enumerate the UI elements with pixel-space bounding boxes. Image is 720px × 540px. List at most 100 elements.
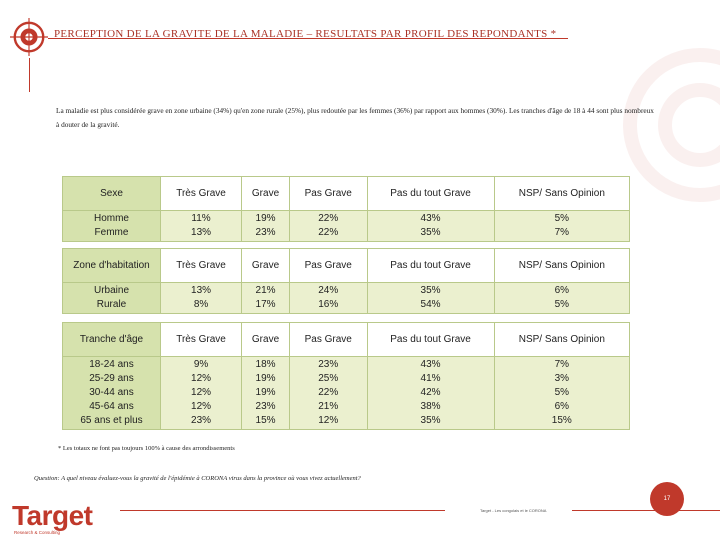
table-row: Homme Femme 11% 13% 19% 23% 22% 22% 43% 35% … [62,210,631,242]
row-labels: Homme Femme [62,210,161,242]
value: 15% [255,415,276,426]
value: 41% [420,373,441,384]
value: 38% [420,401,441,412]
value: 23% [255,401,276,412]
column-header: Pas Grave [288,322,368,357]
value: 24% [318,285,339,296]
value: 42% [420,387,441,398]
value: 23% [191,415,212,426]
column-header: Pas du tout Grave [366,322,495,357]
column-header: Pas du tout Grave [366,248,495,283]
header-accent-line [29,58,30,92]
value: 22% [318,213,339,224]
column-header: Grave [241,248,290,283]
value: 54% [420,299,441,310]
value-cell: 5% 7% [493,210,631,242]
page-number: 17 [650,482,684,516]
value-cell: 35% 54% [366,282,495,314]
table-age: Tranche d'âge Très Grave Grave Pas Grave… [62,322,631,430]
table-sexe: Sexe Très Grave Grave Pas Grave Pas du t… [62,176,631,242]
value-cell: 23% 25% 22% 21% 12% [288,356,368,430]
column-header: Pas du tout Grave [366,176,495,211]
row-label: Rurale [96,299,127,310]
value: 11% [191,213,211,224]
value: 12% [191,373,212,384]
row-labels: Urbaine Rurale [62,282,161,314]
table-label: Sexe [62,176,161,211]
brand-logo: Target [12,500,93,531]
value: 22% [318,227,339,238]
footer-divider [120,510,445,511]
row-label: 45-64 ans [89,401,134,412]
column-header: Très Grave [159,322,243,357]
column-header: Pas Grave [288,248,368,283]
column-header: NSP/ Sans Opinion [493,176,631,211]
value: 8% [193,299,209,310]
value: 23% [255,227,276,238]
row-labels: 18-24 ans 25-29 ans 30-44 ans 45-64 ans … [62,356,161,430]
value: 6% [554,285,570,296]
intro-paragraph: La maladie est plus considérée grave en … [56,106,654,129]
column-header: Grave [241,176,290,211]
footnote: * Les totaux ne font pas toujours 100% à… [58,445,235,452]
table-row: 18-24 ans 25-29 ans 30-44 ans 45-64 ans … [62,356,631,430]
table-zone: Zone d'habitation Très Grave Grave Pas G… [62,248,631,314]
column-header: NSP/ Sans Opinion [493,248,631,283]
column-header: NSP/ Sans Opinion [493,322,631,357]
value: 13% [191,285,212,296]
value: 19% [255,387,276,398]
column-header: Pas Grave [288,176,368,211]
value: 19% [255,213,276,224]
row-label: 25-29 ans [89,373,134,384]
value-cell: 13% 8% [159,282,243,314]
value: 43% [420,213,441,224]
value: 5% [554,213,570,224]
table-header-row: Tranche d'âge Très Grave Grave Pas Grave… [62,322,631,357]
value-cell: 21% 17% [241,282,290,314]
brand-tagline: Research & Consulting [14,530,61,535]
column-header: Grave [241,322,290,357]
value: 3% [554,373,570,384]
value: 7% [554,359,570,370]
column-header: Très Grave [159,176,243,211]
value: 16% [318,299,339,310]
value-cell: 7% 3% 5% 6% 15% [493,356,631,430]
value: 5% [554,299,570,310]
value: 35% [420,227,441,238]
page-title: PERCEPTION DE LA GRAVITE DE LA MALADIE –… [54,28,557,40]
value: 7% [554,227,570,238]
value: 12% [191,387,212,398]
target-watermark-icon [623,48,720,202]
value-cell: 24% 16% [288,282,368,314]
value-cell: 43% 35% [366,210,495,242]
value: 35% [420,415,441,426]
value: 12% [191,401,212,412]
target-crosshair-icon [10,18,48,56]
value: 17% [255,299,276,310]
value-cell: 9% 12% 12% 12% 23% [159,356,243,430]
value: 18% [255,359,276,370]
row-label: Femme [94,227,129,238]
value: 21% [255,285,276,296]
title-underline [48,38,568,39]
row-label: 18-24 ans [89,359,134,370]
row-label: Homme [93,213,129,224]
footer-source: Target - Les congolais et le CORONA [480,508,547,513]
table-header-row: Sexe Très Grave Grave Pas Grave Pas du t… [62,176,631,211]
value: 21% [318,401,339,412]
value-cell: 43% 41% 42% 38% 35% [366,356,495,430]
value: 23% [318,359,339,370]
column-header: Très Grave [159,248,243,283]
value: 15% [551,415,572,426]
value-cell: 6% 5% [493,282,631,314]
value: 12% [318,415,339,426]
value: 43% [420,359,441,370]
row-label: 30-44 ans [89,387,134,398]
value-cell: 11% 13% [159,210,243,242]
value: 35% [420,285,441,296]
value-cell: 18% 19% 19% 23% 15% [241,356,290,430]
value-cell: 19% 23% [241,210,290,242]
footer-divider-right [572,510,720,511]
table-label: Zone d'habitation [62,248,161,283]
value-cell: 22% 22% [288,210,368,242]
